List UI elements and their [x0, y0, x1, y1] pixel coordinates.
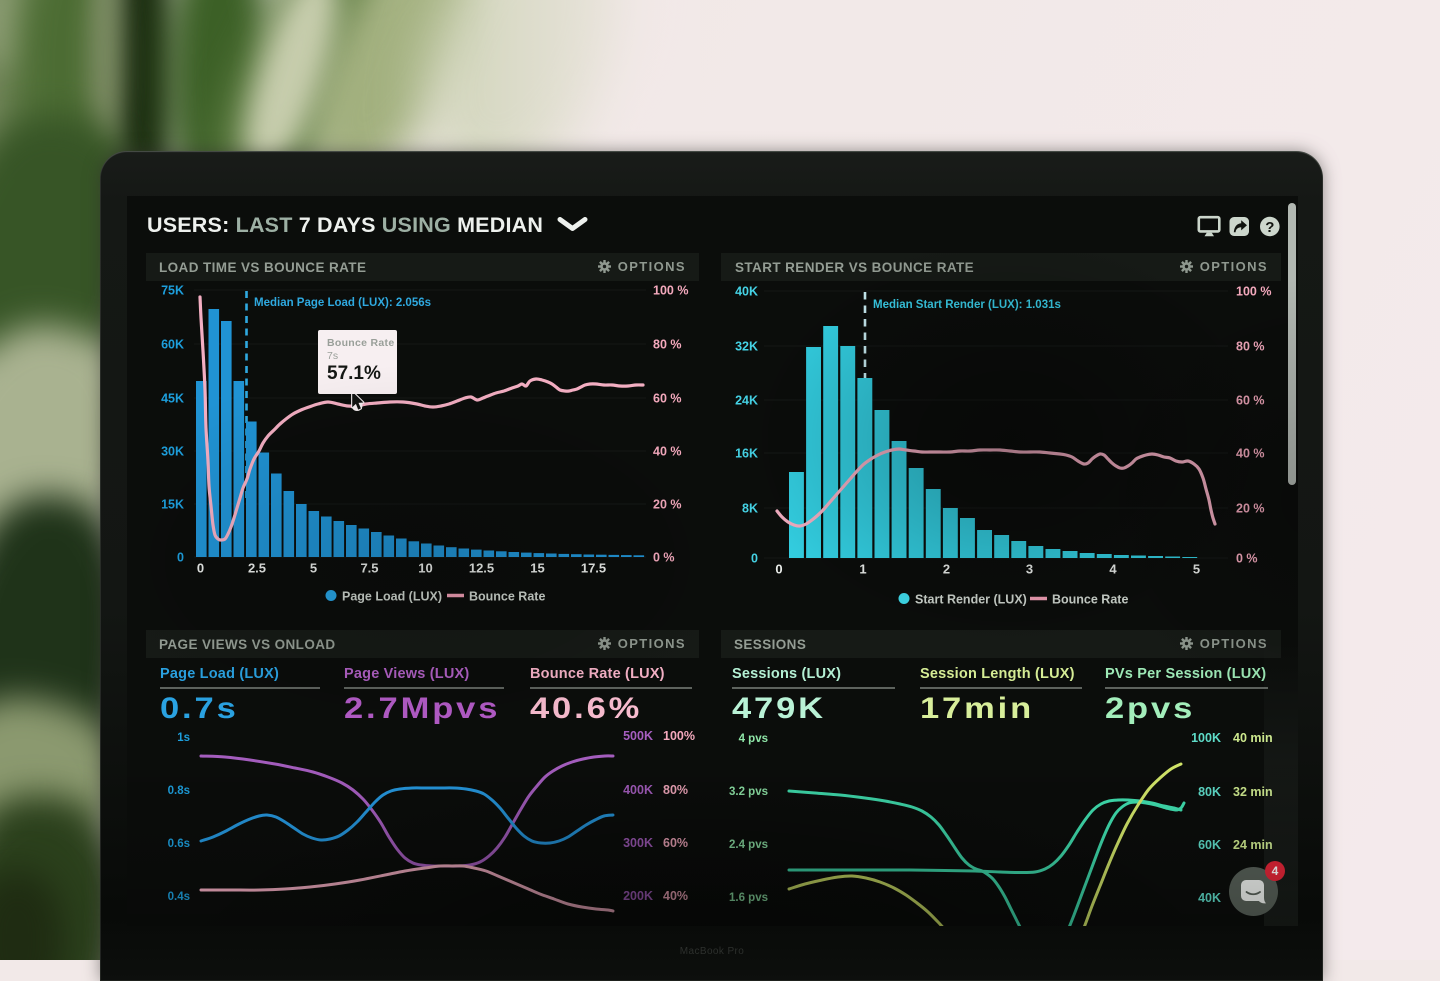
- svg-text:400K: 400K: [623, 783, 653, 797]
- svg-text:60%: 60%: [663, 836, 688, 850]
- svg-text:16K: 16K: [735, 447, 758, 461]
- svg-text:300K: 300K: [623, 836, 653, 850]
- svg-text:Bounce Rate: Bounce Rate: [469, 590, 545, 604]
- svg-text:5: 5: [310, 561, 317, 576]
- svg-text:100%: 100%: [663, 729, 695, 743]
- svg-text:32K: 32K: [735, 340, 758, 354]
- svg-text:0.6s: 0.6s: [168, 838, 190, 850]
- svg-text:2.4 pvs: 2.4 pvs: [729, 839, 768, 851]
- svg-text:40 %: 40 %: [1236, 447, 1265, 461]
- svg-text:8K: 8K: [742, 502, 758, 516]
- svg-text:500K: 500K: [623, 729, 653, 743]
- svg-text:1s: 1s: [177, 732, 190, 744]
- svg-text:20 %: 20 %: [1236, 502, 1265, 516]
- svg-text:0 %: 0 %: [1236, 552, 1258, 566]
- svg-text:45K: 45K: [161, 392, 184, 406]
- svg-text:40 min: 40 min: [1233, 731, 1273, 745]
- svg-text:12.5: 12.5: [469, 561, 494, 576]
- svg-text:20 %: 20 %: [653, 498, 682, 512]
- svg-text:80 %: 80 %: [653, 338, 682, 352]
- svg-text:0: 0: [751, 552, 758, 566]
- svg-text:7.5: 7.5: [360, 561, 378, 576]
- svg-text:0: 0: [177, 551, 184, 565]
- svg-text:3: 3: [1026, 562, 1033, 577]
- svg-text:Median Start Render (LUX): 1.0: Median Start Render (LUX): 1.031s: [873, 299, 1061, 311]
- svg-text:40K: 40K: [1198, 891, 1221, 905]
- svg-text:1: 1: [859, 562, 866, 577]
- svg-text:0.8s: 0.8s: [168, 785, 190, 797]
- svg-text:80 %: 80 %: [1236, 340, 1265, 354]
- svg-text:?: ?: [1265, 219, 1274, 236]
- svg-text:32 min: 32 min: [1233, 785, 1273, 799]
- svg-text:17.5: 17.5: [581, 561, 606, 576]
- svg-text:75K: 75K: [161, 284, 184, 298]
- svg-text:Median Page Load (LUX): 2.056s: Median Page Load (LUX): 2.056s: [254, 297, 431, 309]
- svg-text:60 %: 60 %: [1236, 394, 1265, 408]
- svg-text:100K: 100K: [1191, 731, 1221, 745]
- svg-text:0: 0: [197, 561, 204, 576]
- svg-text:15K: 15K: [161, 498, 184, 512]
- svg-text:10: 10: [418, 561, 432, 576]
- svg-text:40K: 40K: [735, 285, 758, 299]
- svg-text:60 %: 60 %: [653, 392, 682, 406]
- svg-text:40 %: 40 %: [653, 445, 682, 459]
- svg-text:0 %: 0 %: [653, 551, 675, 565]
- svg-text:5: 5: [1193, 562, 1200, 577]
- svg-text:Start Render (LUX): Start Render (LUX): [915, 593, 1027, 607]
- svg-text:24 min: 24 min: [1233, 838, 1273, 852]
- svg-text:1.6 pvs: 1.6 pvs: [729, 892, 768, 904]
- svg-text:15: 15: [530, 561, 544, 576]
- svg-text:2: 2: [943, 562, 950, 577]
- svg-text:4: 4: [1109, 562, 1117, 577]
- svg-text:0: 0: [775, 562, 782, 577]
- svg-text:60K: 60K: [161, 338, 184, 352]
- svg-text:80K: 80K: [1198, 785, 1221, 799]
- svg-text:200K: 200K: [623, 889, 653, 903]
- svg-text:2.5: 2.5: [248, 561, 266, 576]
- svg-text:100 %: 100 %: [653, 284, 688, 298]
- svg-text:30K: 30K: [161, 445, 184, 459]
- svg-text:4 pvs: 4 pvs: [739, 733, 768, 745]
- svg-text:Page Load (LUX): Page Load (LUX): [342, 590, 442, 604]
- svg-text:100 %: 100 %: [1236, 285, 1271, 299]
- svg-text:40%: 40%: [663, 889, 688, 903]
- svg-text:80%: 80%: [663, 783, 688, 797]
- svg-text:3.2 pvs: 3.2 pvs: [729, 786, 768, 798]
- svg-text:0.4s: 0.4s: [168, 891, 190, 903]
- svg-text:24K: 24K: [735, 394, 758, 408]
- svg-text:60K: 60K: [1198, 838, 1221, 852]
- svg-text:Bounce Rate: Bounce Rate: [1052, 593, 1128, 607]
